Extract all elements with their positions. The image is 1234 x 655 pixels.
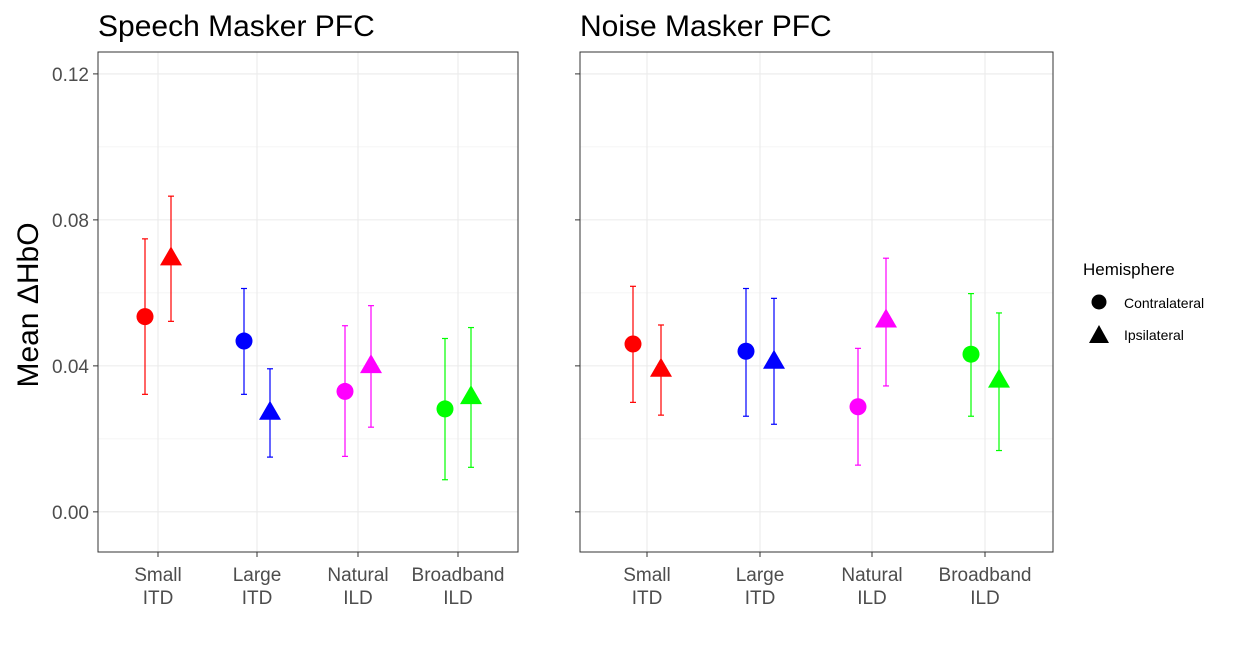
legend-label-ipsilateral: Ipsilateral — [1124, 327, 1184, 343]
x-tick-label: Natural — [327, 565, 388, 586]
y-tick-label: 0.00 — [52, 503, 89, 524]
panel-marks — [624, 257, 1010, 466]
point-contralateral — [235, 332, 253, 350]
point-ipsilateral — [988, 368, 1010, 388]
point-ipsilateral — [160, 246, 182, 266]
x-tick-label: ILD — [970, 588, 1000, 609]
y-axis-ticks — [575, 73, 580, 513]
panel-background — [580, 52, 1053, 552]
legend: Hemisphere Contralateral Ipsilateral — [1083, 260, 1204, 343]
x-tick-label: Natural — [841, 565, 902, 586]
y-tick-label: 0.12 — [52, 65, 89, 86]
x-tick-label: ILD — [443, 588, 473, 609]
point-contralateral — [436, 400, 454, 418]
x-tick-label: Large — [233, 565, 282, 586]
x-tick-label: Small — [134, 565, 182, 586]
panel-border — [97, 51, 519, 553]
point-ipsilateral — [875, 308, 897, 328]
x-tick-label: Broadband — [412, 565, 505, 586]
point-ipsilateral — [650, 357, 672, 377]
panel-title: Noise Masker PFC — [580, 10, 832, 43]
point-contralateral — [849, 398, 867, 416]
panel-grid — [580, 52, 1053, 552]
x-tick-label: ILD — [343, 588, 373, 609]
panel-speech-masker: Speech Masker PFC 0.00 0.04 0.08 0.12 Small… — [52, 10, 519, 609]
point-ipsilateral — [460, 385, 482, 405]
x-tick-label: ITD — [242, 588, 273, 609]
x-tick-label: Large — [736, 565, 785, 586]
panel-marks — [136, 195, 482, 481]
point-contralateral — [962, 345, 980, 363]
point-ipsilateral — [259, 400, 281, 420]
legend-triangle-icon — [1089, 325, 1109, 343]
panel-grid — [98, 52, 518, 552]
y-tick-label: 0.04 — [52, 357, 89, 378]
y-axis-ticks: 0.00 0.04 0.08 0.12 — [52, 65, 98, 524]
legend-title: Hemisphere — [1083, 260, 1175, 279]
x-tick-label: ILD — [857, 588, 887, 609]
panel-background — [98, 52, 518, 552]
x-tick-label: Broadband — [939, 565, 1032, 586]
panel-border — [579, 51, 1054, 553]
point-contralateral — [136, 308, 154, 326]
point-ipsilateral — [360, 354, 382, 374]
y-tick-label: 0.08 — [52, 211, 89, 232]
legend-label-contralateral: Contralateral — [1124, 295, 1204, 311]
point-contralateral — [336, 382, 354, 400]
x-tick-label: ITD — [632, 588, 663, 609]
legend-circle-icon — [1091, 294, 1107, 310]
point-ipsilateral — [763, 349, 785, 369]
point-contralateral — [624, 335, 642, 353]
point-contralateral — [737, 342, 755, 360]
panel-title: Speech Masker PFC — [98, 10, 375, 43]
x-tick-label: ITD — [143, 588, 174, 609]
y-axis-label: Mean ΔHbO — [12, 222, 45, 387]
x-tick-label: ITD — [745, 588, 776, 609]
x-tick-label: Small — [623, 565, 671, 586]
panel-noise-masker: Noise Masker PFC SmallITDLargeITDNatural… — [575, 10, 1054, 609]
